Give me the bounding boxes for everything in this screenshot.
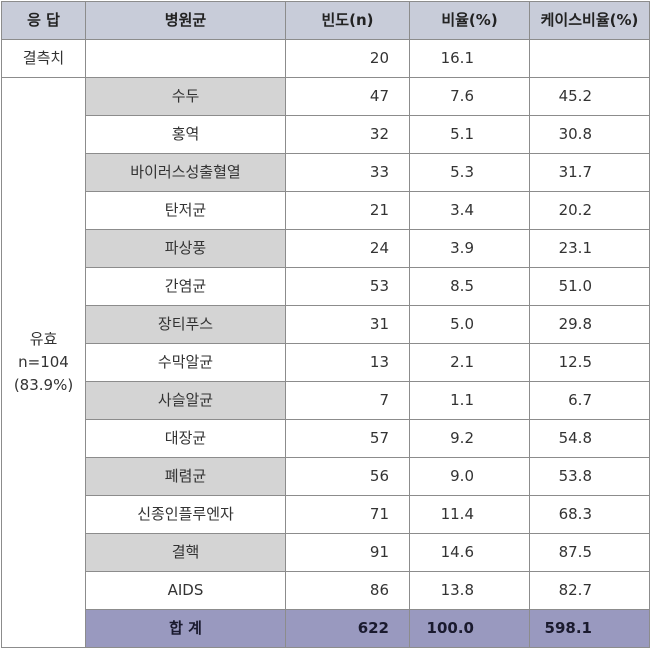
table-row: 결핵 91 14.6 87.5 <box>2 533 650 572</box>
row-ratio: 2.1 <box>409 343 530 382</box>
row-freq: 31 <box>285 305 410 344</box>
table-row: 홍역 32 5.1 30.8 <box>2 115 650 154</box>
missing-case-ratio <box>529 39 650 78</box>
row-group: 수막알균 <box>85 343 286 382</box>
row-freq: 24 <box>285 229 410 268</box>
row-case-ratio: 51.0 <box>529 267 650 306</box>
row-group: 탄저균 <box>85 191 286 230</box>
row-group: 파상풍 <box>85 229 286 268</box>
table-row: 장티푸스 31 5.0 29.8 <box>2 305 650 344</box>
row-case-ratio: 54.8 <box>529 419 650 458</box>
valid-label-line3: (83.9%) <box>13 376 74 395</box>
row-freq: 56 <box>285 457 410 496</box>
table-row: 유효 n=104 (83.9%) 수두 47 7.6 45.2 <box>1 77 650 648</box>
total-freq: 622 <box>285 609 410 648</box>
row-ratio: 7.6 <box>409 77 530 116</box>
row-freq: 21 <box>285 191 410 230</box>
table-row: 폐렴균 56 9.0 53.8 <box>2 457 650 496</box>
row-ratio: 8.5 <box>409 267 530 306</box>
row-group: 장티푸스 <box>85 305 286 344</box>
missing-label: 결측치 <box>1 39 86 78</box>
row-case-ratio: 12.5 <box>529 343 650 382</box>
total-case-ratio: 598.1 <box>529 609 650 648</box>
total-ratio: 100.0 <box>409 609 530 648</box>
table-row: 파상풍 24 3.9 23.1 <box>2 229 650 268</box>
total-row: 합 계 622 100.0 598.1 <box>2 609 650 648</box>
row-case-ratio: 31.7 <box>529 153 650 192</box>
header-group: 병원균 <box>85 1 286 40</box>
row-freq: 32 <box>285 115 410 154</box>
row-ratio: 5.1 <box>409 115 530 154</box>
row-group: 사슬알균 <box>85 381 286 420</box>
row-group: 결핵 <box>85 533 286 572</box>
row-freq: 71 <box>285 495 410 534</box>
missing-group <box>85 39 286 78</box>
row-freq: 86 <box>285 571 410 610</box>
header-row: 응 답 병원균 빈도(n) 비율(%) 케이스비율(%) <box>1 1 650 40</box>
row-case-ratio: 45.2 <box>529 77 650 116</box>
table-row: 사슬알균 7 1.1 6.7 <box>2 381 650 420</box>
missing-row: 결측치 20 16.1 <box>1 39 650 78</box>
row-ratio: 14.6 <box>409 533 530 572</box>
row-ratio: 9.2 <box>409 419 530 458</box>
table-row: 신종인플루엔자 71 11.4 68.3 <box>2 495 650 534</box>
row-freq: 53 <box>285 267 410 306</box>
row-ratio: 13.8 <box>409 571 530 610</box>
row-case-ratio: 82.7 <box>529 571 650 610</box>
table-row: 간염균 53 8.5 51.0 <box>2 267 650 306</box>
row-ratio: 9.0 <box>409 457 530 496</box>
row-group: 신종인플루엔자 <box>85 495 286 534</box>
table-row: 탄저균 21 3.4 20.2 <box>2 191 650 230</box>
row-group: 폐렴균 <box>85 457 286 496</box>
header-case-ratio: 케이스비율(%) <box>529 1 650 40</box>
row-ratio: 11.4 <box>409 495 530 534</box>
header-freq: 빈도(n) <box>285 1 410 40</box>
valid-label: 유효 n=104 (83.9%) <box>1 77 86 648</box>
total-label: 합 계 <box>85 609 286 648</box>
row-group: 수두 <box>85 77 286 116</box>
table-row: 바이러스성출혈열 33 5.3 31.7 <box>2 153 650 192</box>
row-group: 대장균 <box>85 419 286 458</box>
missing-freq: 20 <box>285 39 410 78</box>
row-case-ratio: 68.3 <box>529 495 650 534</box>
row-case-ratio: 6.7 <box>529 381 650 420</box>
row-ratio: 3.9 <box>409 229 530 268</box>
row-freq: 91 <box>285 533 410 572</box>
row-group: AIDS <box>85 571 286 610</box>
row-group: 간염균 <box>85 267 286 306</box>
row-case-ratio: 29.8 <box>529 305 650 344</box>
header-ratio: 비율(%) <box>409 1 530 40</box>
row-freq: 33 <box>285 153 410 192</box>
row-case-ratio: 20.2 <box>529 191 650 230</box>
row-freq: 13 <box>285 343 410 382</box>
header-response: 응 답 <box>1 1 86 40</box>
row-group: 바이러스성출혈열 <box>85 153 286 192</box>
valid-label-line1: 유효 <box>29 329 58 348</box>
row-group: 홍역 <box>85 115 286 154</box>
valid-label-line2: n=104 <box>18 352 69 371</box>
row-ratio: 1.1 <box>409 381 530 420</box>
row-freq: 7 <box>285 381 410 420</box>
row-ratio: 5.3 <box>409 153 530 192</box>
row-case-ratio: 30.8 <box>529 115 650 154</box>
missing-ratio: 16.1 <box>409 39 530 78</box>
table-row: AIDS 86 13.8 82.7 <box>2 571 650 610</box>
table-row: 대장균 57 9.2 54.8 <box>2 419 650 458</box>
row-freq: 47 <box>285 77 410 116</box>
row-ratio: 5.0 <box>409 305 530 344</box>
row-ratio: 3.4 <box>409 191 530 230</box>
row-case-ratio: 23.1 <box>529 229 650 268</box>
table-row: 수막알균 13 2.1 12.5 <box>2 343 650 382</box>
row-freq: 57 <box>285 419 410 458</box>
row-case-ratio: 87.5 <box>529 533 650 572</box>
row-case-ratio: 53.8 <box>529 457 650 496</box>
